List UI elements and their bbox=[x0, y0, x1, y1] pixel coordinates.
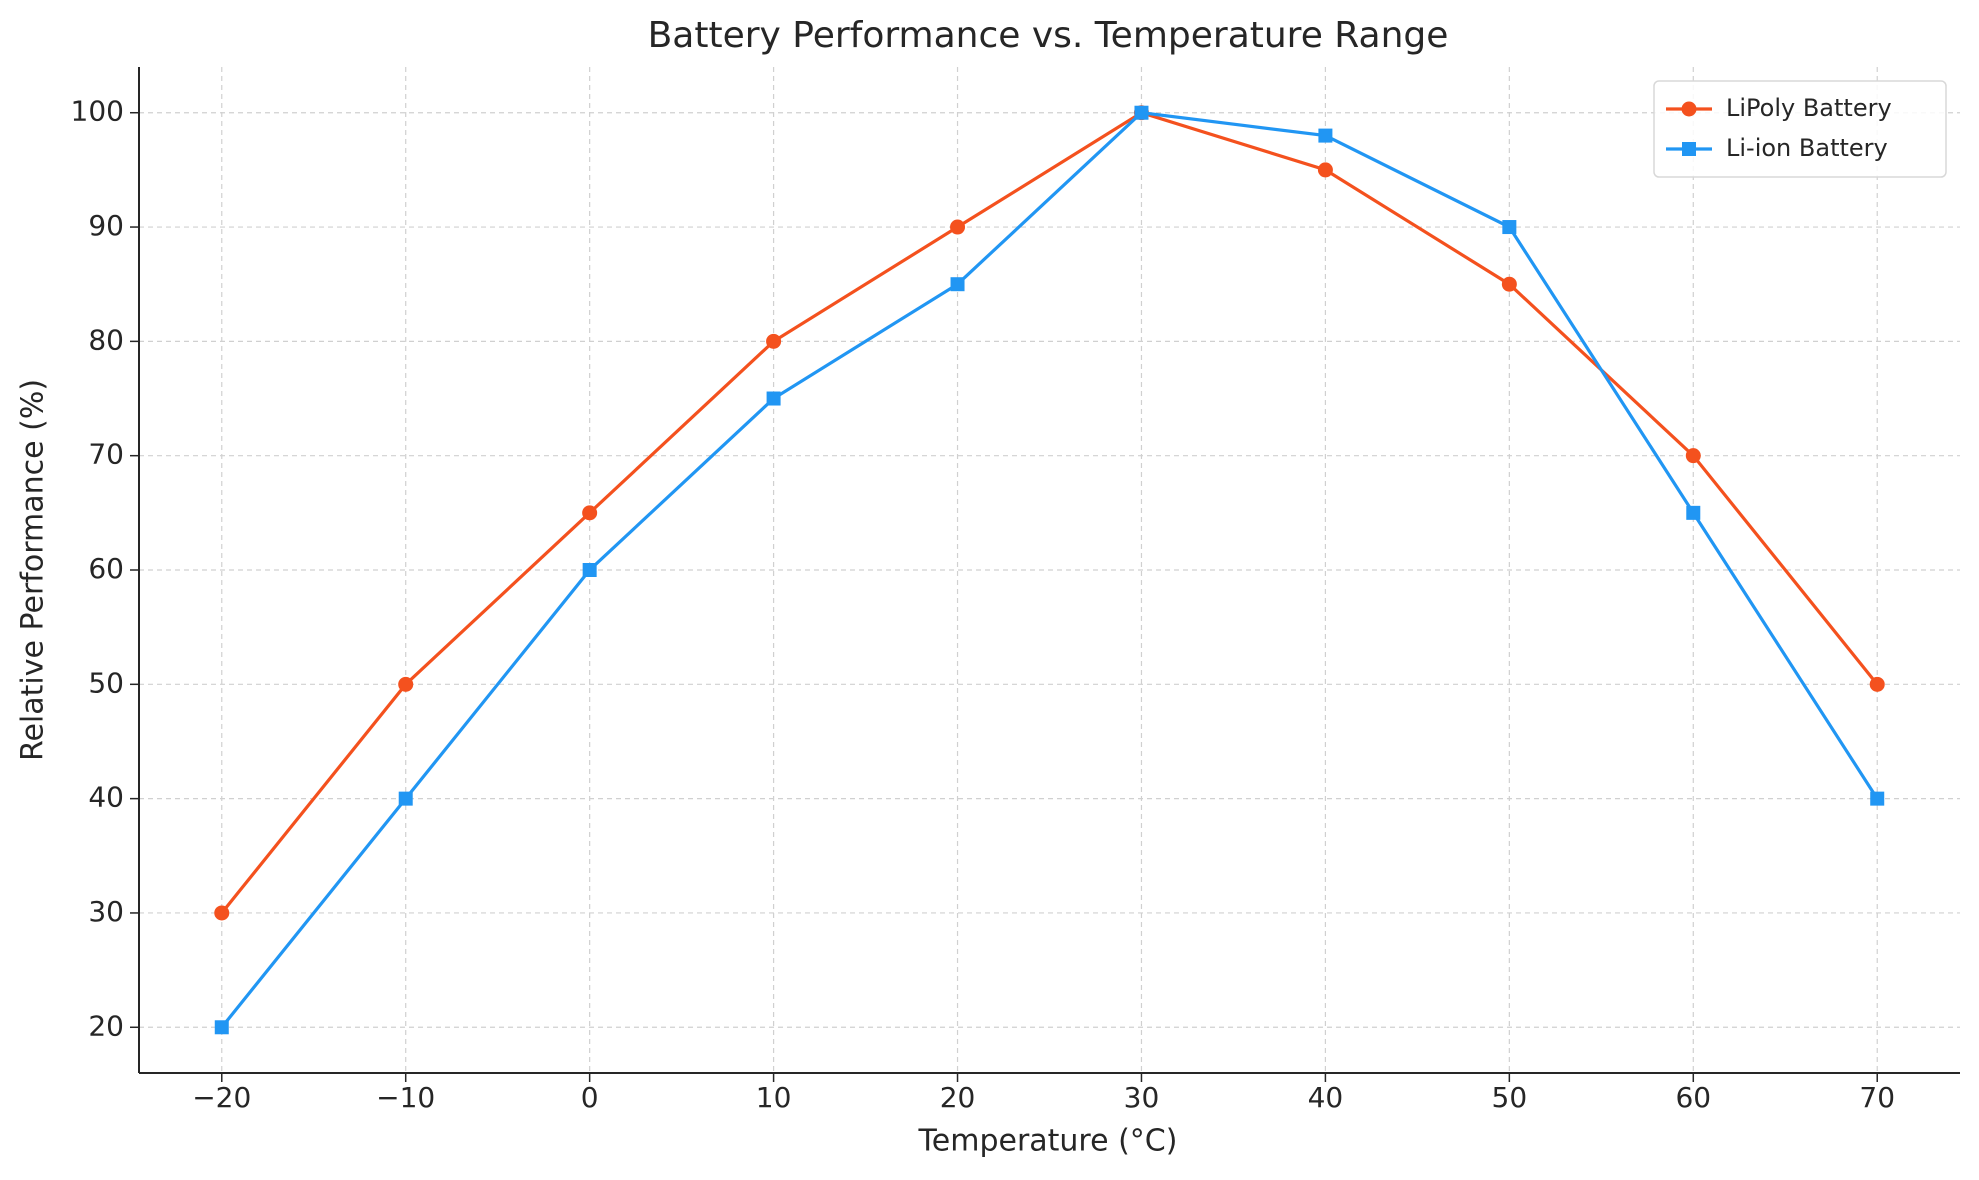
legend: LiPoly Battery Li-ion Battery bbox=[1653, 80, 1947, 178]
x-tick-label: −10 bbox=[376, 1081, 435, 1114]
marker bbox=[398, 676, 414, 692]
marker bbox=[1685, 448, 1701, 464]
marker bbox=[1317, 162, 1333, 178]
marker bbox=[766, 333, 782, 349]
y-tick-label: 100 bbox=[71, 95, 124, 128]
x-tick-label: 50 bbox=[1492, 1081, 1528, 1114]
x-tick-label: 60 bbox=[1675, 1081, 1711, 1114]
marker bbox=[1686, 505, 1701, 520]
x-tick-label: −20 bbox=[192, 1081, 251, 1114]
y-tick-label: 80 bbox=[88, 323, 124, 356]
marker bbox=[1134, 105, 1149, 120]
marker bbox=[1681, 101, 1697, 117]
marker bbox=[1869, 676, 1885, 692]
marker bbox=[1318, 128, 1333, 143]
series-line bbox=[220, 111, 1879, 1029]
y-tick-label: 30 bbox=[88, 895, 124, 928]
marker bbox=[398, 791, 413, 806]
y-axis-label: Relative Performance (%) bbox=[16, 379, 51, 761]
x-axis-label: Temperature (°C) bbox=[918, 1124, 1178, 1159]
x-tick-label: 40 bbox=[1308, 1081, 1344, 1114]
y-tick-label: 50 bbox=[88, 666, 124, 699]
marker bbox=[582, 563, 597, 577]
y-tick-label: 70 bbox=[88, 438, 124, 471]
x-tick-label: 70 bbox=[1859, 1081, 1895, 1114]
series-line bbox=[220, 110, 1879, 914]
marker bbox=[1501, 276, 1517, 292]
y-tick-label: 20 bbox=[88, 1009, 124, 1042]
legend-label: Li-ion Battery bbox=[1726, 134, 1888, 162]
marker bbox=[582, 505, 598, 521]
marker bbox=[214, 1020, 229, 1035]
marker bbox=[950, 219, 966, 235]
x-tick-label: 10 bbox=[756, 1081, 792, 1114]
x-tick-label: 0 bbox=[581, 1081, 599, 1114]
x-tick-label: 30 bbox=[1124, 1081, 1160, 1114]
x-tick-label: 20 bbox=[940, 1081, 976, 1114]
marker bbox=[1870, 791, 1885, 806]
legend-box bbox=[1653, 80, 1947, 178]
marker bbox=[214, 905, 230, 921]
y-tick-label: 40 bbox=[88, 781, 124, 814]
legend-label: LiPoly Battery bbox=[1726, 94, 1892, 122]
chart-title: Battery Performance vs. Temperature Rang… bbox=[648, 15, 1449, 56]
y-tick-label: 90 bbox=[88, 209, 124, 242]
marker bbox=[1682, 142, 1696, 156]
y-tick-label: 60 bbox=[88, 552, 124, 585]
marker bbox=[950, 277, 965, 292]
marker bbox=[766, 391, 781, 406]
marker bbox=[1502, 220, 1517, 235]
